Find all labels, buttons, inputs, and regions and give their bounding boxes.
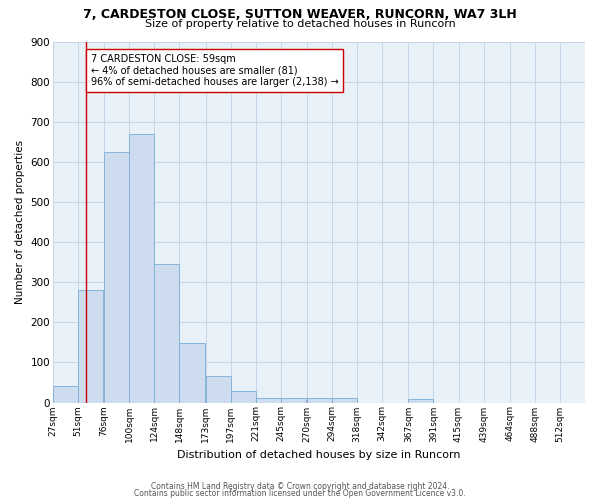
Bar [53, 386, 78, 402]
Bar [230, 392, 256, 402]
Text: Size of property relative to detached houses in Runcorn: Size of property relative to detached ho… [145, 19, 455, 29]
Bar [104, 152, 129, 403]
Text: Contains public sector information licensed under the Open Government Licence v3: Contains public sector information licen… [134, 489, 466, 498]
Bar [332, 398, 357, 402]
Bar [409, 398, 433, 402]
Bar [307, 398, 332, 402]
Bar [179, 343, 205, 402]
Bar [281, 398, 306, 402]
Y-axis label: Number of detached properties: Number of detached properties [15, 140, 25, 304]
Bar [206, 376, 230, 402]
Text: 7 CARDESTON CLOSE: 59sqm
← 4% of detached houses are smaller (81)
96% of semi-de: 7 CARDESTON CLOSE: 59sqm ← 4% of detache… [91, 54, 338, 86]
Bar [78, 290, 103, 403]
Bar [154, 264, 179, 402]
Text: 7, CARDESTON CLOSE, SUTTON WEAVER, RUNCORN, WA7 3LH: 7, CARDESTON CLOSE, SUTTON WEAVER, RUNCO… [83, 8, 517, 20]
Bar [129, 134, 154, 402]
Bar [256, 398, 281, 402]
X-axis label: Distribution of detached houses by size in Runcorn: Distribution of detached houses by size … [177, 450, 461, 460]
Text: Contains HM Land Registry data © Crown copyright and database right 2024.: Contains HM Land Registry data © Crown c… [151, 482, 449, 491]
